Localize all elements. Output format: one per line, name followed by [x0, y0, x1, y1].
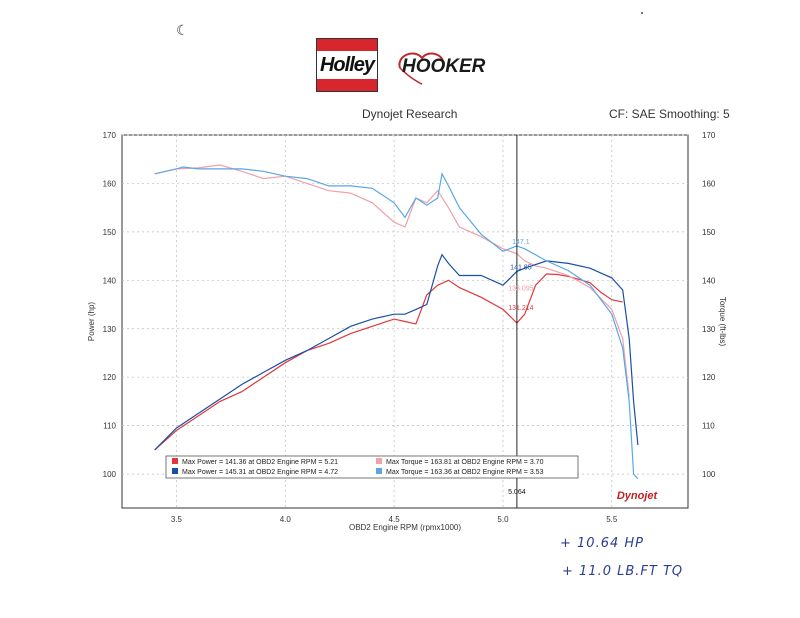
y-tick-label-left: 120	[103, 373, 117, 382]
legend-swatch	[376, 468, 382, 474]
legend-entry: Max Torque = 163.36 at OBD2 Engine RPM =…	[386, 469, 544, 476]
y-tick-label-right: 170	[702, 131, 716, 140]
y-tick-label-left: 150	[103, 228, 117, 237]
scan-mark-glyph: ☾	[176, 22, 189, 38]
x-tick-label: 4.0	[280, 515, 292, 524]
series-line-2	[154, 164, 630, 397]
y-tick-label-right: 110	[702, 422, 715, 431]
y-tick-label-right: 160	[702, 179, 716, 188]
series-line-1	[154, 273, 623, 451]
y-tick-label-left: 160	[103, 179, 117, 188]
cursor-readout: 141.85	[510, 264, 532, 271]
y-tick-label-right: 100	[702, 470, 716, 479]
series-line-3	[154, 253, 639, 451]
cursor-readout: 147.1	[512, 239, 530, 246]
handwritten-note-tq: + 11.0 LB.FT TQ	[562, 564, 684, 579]
x-tick-label: 3.5	[171, 515, 183, 524]
x-tick-label: 5.0	[497, 515, 509, 524]
y-tick-label-left: 130	[103, 325, 117, 334]
cursor-readout: 131.214	[508, 305, 533, 312]
y-tick-label-right: 140	[702, 276, 716, 285]
y-tick-label-right: 150	[702, 228, 716, 237]
x-axis-title: OBD2 Engine RPM (rpmx1000)	[349, 523, 461, 532]
legend-entry: Max Power = 141.36 at OBD2 Engine RPM = …	[182, 459, 338, 466]
y-tick-label-left: 110	[103, 422, 116, 431]
series-line-4	[154, 166, 639, 480]
y-tick-label-left: 100	[103, 470, 117, 479]
correction-factor-label: CF: SAE Smoothing: 5	[609, 107, 730, 121]
dynojet-badge-bg	[612, 488, 662, 502]
legend-swatch	[172, 468, 178, 474]
y-tick-label-right: 130	[702, 325, 716, 334]
scan-speck	[641, 12, 643, 14]
hooker-heart-outline	[398, 52, 445, 85]
y-tick-label-right: 120	[702, 373, 716, 382]
legend-entry: Max Power = 145.31 at OBD2 Engine RPM = …	[182, 469, 338, 476]
legend-entry: Max Torque = 163.81 at OBD2 Engine RPM =…	[386, 459, 544, 466]
holley-logo-text: Holley	[319, 53, 375, 76]
legend-swatch	[172, 458, 178, 464]
holley-logo: Holley	[316, 38, 378, 92]
legend-swatch	[376, 458, 382, 464]
y-axis-title-left: Power (hp)	[87, 302, 96, 341]
y-axis-title-right: Torque (ft-lbs)	[718, 297, 727, 347]
handwritten-note-hp: + 10.64 HP	[560, 536, 644, 551]
page-title: Dynojet Research	[362, 107, 458, 121]
x-tick-label: 4.5	[389, 515, 401, 524]
dynojet-badge-text: Dynojet	[617, 490, 659, 502]
y-tick-label-left: 170	[103, 131, 117, 140]
x-tick-label: 5.5	[606, 515, 618, 524]
cursor-readout: 133.095	[508, 285, 533, 292]
hooker-logo-text: HOOKER	[402, 56, 486, 77]
y-tick-label-left: 140	[103, 276, 117, 285]
legend-box	[165, 455, 579, 479]
hooker-logo: HOOKER	[392, 46, 510, 88]
cursor-x-label: 5.064	[508, 489, 526, 496]
